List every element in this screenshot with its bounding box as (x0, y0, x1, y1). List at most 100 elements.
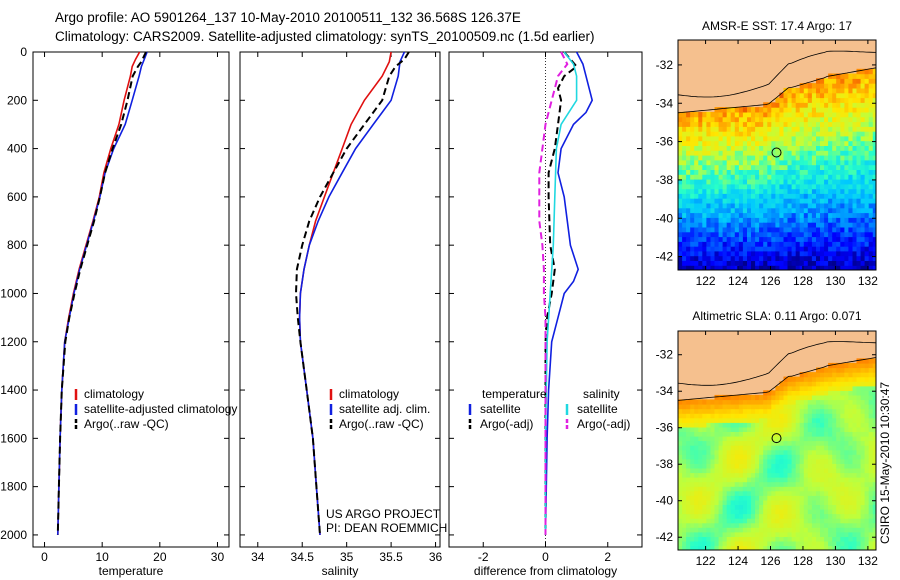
map-cell (710, 454, 716, 460)
map-cell (816, 159, 821, 166)
map-cell (775, 536, 781, 542)
map-cell (824, 372, 829, 378)
map-cell (734, 145, 740, 151)
map-cell (840, 92, 845, 99)
map-cell (824, 159, 829, 166)
map-cell (848, 183, 854, 190)
map-cell (682, 164, 687, 170)
map-cell (759, 454, 764, 460)
map-cell (836, 265, 841, 270)
map-cell (690, 121, 695, 127)
map-cell (682, 495, 687, 501)
map-cell (763, 260, 768, 266)
map-cell (767, 481, 772, 487)
map-cell (832, 413, 837, 419)
map-cell (791, 169, 797, 175)
map-cell (702, 540, 707, 547)
map-cell (795, 445, 801, 451)
map-cell (730, 454, 736, 460)
map-cell (751, 116, 756, 123)
map-cell (738, 527, 744, 533)
map-cell (771, 463, 776, 469)
map-cell (840, 545, 845, 550)
map-cell (742, 490, 748, 496)
map-cell (856, 472, 862, 478)
map-cell (686, 241, 691, 247)
map-cell (698, 179, 703, 185)
map-cell (799, 183, 805, 190)
map-cell (726, 449, 732, 455)
map-cell (718, 527, 724, 533)
map-cell (787, 390, 793, 396)
map-cell (799, 255, 805, 261)
map-cell (783, 481, 789, 487)
map-cell (759, 159, 764, 166)
map-cell (775, 155, 781, 161)
map-cell (840, 169, 845, 175)
map-cell (771, 126, 776, 132)
map-cell (742, 159, 748, 166)
map-cell (690, 486, 695, 492)
map-cell (799, 508, 805, 515)
map-cell (706, 222, 712, 228)
map-cell (742, 472, 748, 478)
map-cell (678, 159, 683, 166)
map-cell (710, 417, 716, 423)
map-cell (682, 472, 687, 478)
map-cell (807, 499, 813, 505)
map-cell (844, 131, 850, 137)
map-cell (860, 140, 866, 146)
map-cell (836, 97, 841, 103)
map-cell (759, 527, 764, 533)
map-cell (860, 126, 866, 132)
map-cell (844, 155, 850, 161)
map-cell (682, 226, 687, 233)
map-cell (799, 246, 805, 252)
map-cell (852, 83, 858, 89)
map-cell (828, 188, 833, 194)
map-cell (852, 513, 858, 519)
map-cell (799, 135, 805, 142)
map-cell (832, 522, 837, 528)
map-cell (726, 174, 732, 180)
map-cell (852, 193, 858, 199)
map-cell (791, 164, 797, 170)
map-cell (726, 477, 732, 483)
map-cell (747, 265, 752, 270)
map-cell (763, 179, 768, 185)
map-cell (698, 527, 703, 533)
map-cell (868, 513, 874, 519)
map-cell (702, 155, 707, 161)
map-cell (710, 504, 716, 510)
map-cell (742, 236, 748, 242)
map-cell (872, 87, 876, 94)
map-cell (795, 399, 801, 405)
map-cell (726, 458, 732, 464)
map-cell (811, 260, 817, 266)
map-cell (742, 454, 748, 460)
map-cell (755, 246, 760, 252)
map-cell (807, 413, 813, 419)
map-cell (702, 481, 707, 487)
map-cell (816, 265, 821, 270)
map-cell (678, 540, 683, 547)
map-cell (710, 422, 716, 428)
map-cell (767, 250, 772, 257)
map-cell (803, 126, 809, 132)
map-cell (824, 140, 829, 146)
map-cell (787, 97, 793, 103)
map-cell (799, 140, 805, 146)
map-cell (832, 372, 837, 378)
map-cell (803, 83, 809, 89)
map-cell (832, 212, 837, 218)
map-cell (759, 126, 764, 132)
map-cell (702, 121, 707, 127)
map-cell (742, 522, 748, 528)
map-cell (694, 179, 699, 185)
map-cell (807, 508, 813, 515)
map-cell (678, 183, 683, 190)
map-cell (771, 135, 776, 142)
map-cell (799, 212, 805, 218)
map-cell (771, 449, 776, 455)
